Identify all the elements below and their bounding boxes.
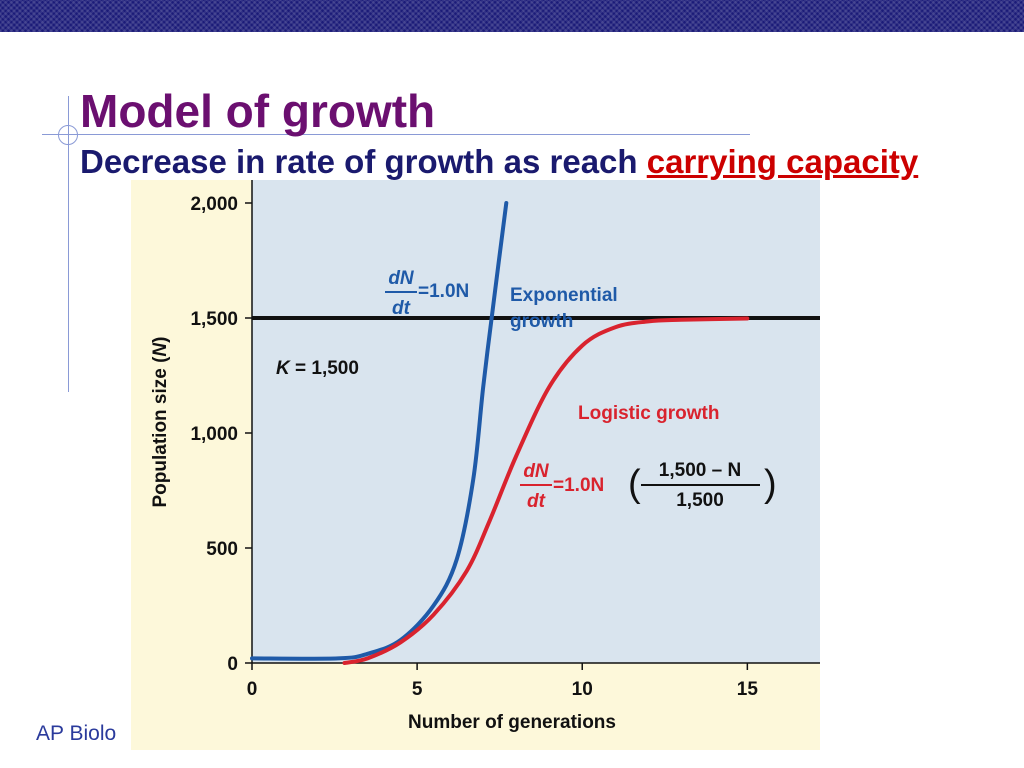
log-eq-right-paren: )	[764, 463, 777, 505]
log-frac-numerator: 1,500 – N	[659, 460, 741, 481]
chart-figure: 0 5 10 15 0 500 1,000 1,500 2,000 K = 1,500 dN d…	[131, 180, 820, 750]
logistic-label: Logistic growth	[578, 403, 719, 424]
logistic-fraction: 1,500 – N 1,500	[641, 460, 760, 511]
x-tick-label: 10	[572, 679, 593, 700]
slide-title: Model of growth	[80, 85, 436, 137]
subtitle-highlight: carrying capacity	[646, 143, 919, 180]
log-eq-left-paren: (	[628, 463, 641, 505]
decorative-crosshair-circle	[58, 125, 78, 145]
exp-label-line2: growth	[510, 311, 573, 332]
log-frac-denominator: 1,500	[676, 490, 724, 511]
logistic-series-line	[342, 316, 750, 665]
slide-subtitle: Decrease in rate of growth as reach carr…	[80, 143, 918, 181]
exponential-series-line	[250, 201, 509, 661]
top-banner	[0, 0, 1024, 32]
chart-svg: 0 5 10 15 0 500 1,000 1,500 2,000 K = 1,500 dN d…	[150, 180, 820, 733]
log-eq-rhs: =1.0N	[553, 475, 604, 496]
decorative-vertical-line	[68, 96, 69, 392]
exponential-label: Exponential growth	[510, 285, 618, 332]
decorative-horizontal-line	[42, 134, 750, 135]
carrying-capacity-label: K = 1,500	[276, 358, 359, 379]
subtitle-text: Decrease in rate of growth as reach	[80, 143, 647, 180]
exp-eq-denominator: dt	[392, 298, 411, 319]
exp-label-line1: Exponential	[510, 285, 618, 306]
footer-text: AP Biolo	[36, 722, 117, 745]
y-tick-label: 1,000	[190, 424, 238, 445]
plot-area	[252, 180, 820, 663]
y-tick-label: 2,000	[190, 194, 238, 215]
x-axis-label: Number of generations	[408, 712, 616, 733]
x-tick-label: 5	[412, 679, 423, 700]
x-tick-label: 0	[247, 679, 258, 700]
log-eq-numerator: dN	[523, 461, 550, 482]
exponential-equation: dN dt =1.0N	[385, 268, 469, 319]
logistic-equation: dN dt =1.0N ( )	[520, 461, 777, 512]
y-tick-label: 500	[206, 539, 238, 560]
y-tick-label: 1,500	[190, 309, 238, 330]
exp-eq-numerator: dN	[388, 268, 415, 289]
exp-eq-rhs: =1.0N	[418, 281, 469, 302]
y-tick-label: 0	[227, 654, 238, 675]
y-axis-label: Population size (N)	[150, 336, 171, 507]
log-eq-denominator: dt	[527, 491, 546, 512]
x-tick-label: 15	[737, 679, 759, 700]
